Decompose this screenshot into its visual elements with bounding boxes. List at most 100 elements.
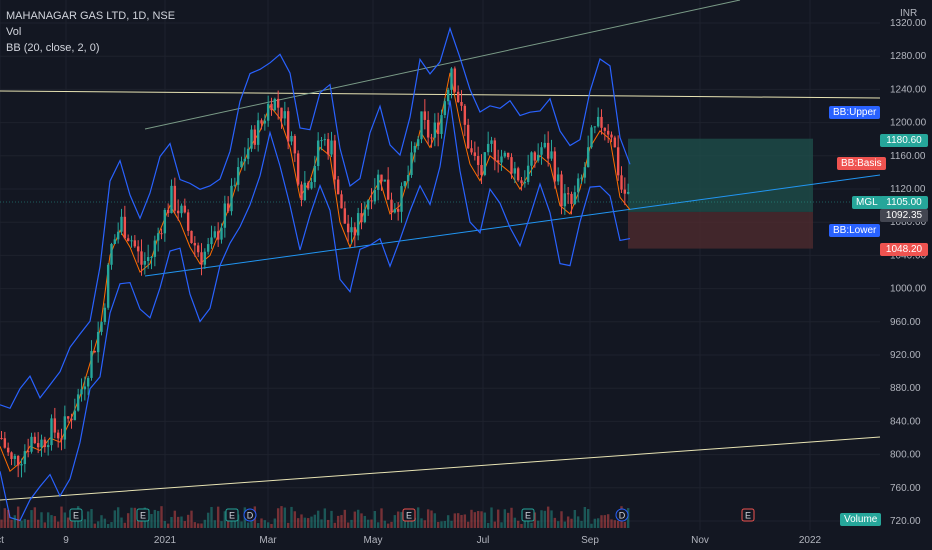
bb-lower-line bbox=[0, 100, 631, 522]
volume-bar bbox=[276, 508, 280, 528]
candle-body bbox=[293, 135, 297, 154]
volume-bar bbox=[306, 518, 310, 528]
candle-body bbox=[196, 245, 200, 253]
volume-bar bbox=[566, 516, 570, 528]
volume-bar bbox=[106, 523, 110, 528]
volume-bar bbox=[273, 518, 277, 528]
candle-body bbox=[140, 251, 143, 265]
volume-bar bbox=[476, 511, 480, 528]
candle-body bbox=[533, 152, 537, 161]
volume-bar bbox=[376, 522, 380, 528]
candle-body bbox=[290, 135, 293, 142]
candle-body bbox=[466, 124, 470, 149]
candle-body bbox=[33, 436, 37, 444]
candle-body bbox=[350, 227, 353, 233]
volume-bar bbox=[603, 515, 607, 528]
volume-bar bbox=[36, 519, 40, 528]
volume-bar bbox=[610, 519, 613, 528]
volume-bar bbox=[26, 519, 30, 528]
volume-bar bbox=[293, 511, 297, 528]
volume-bar bbox=[250, 519, 253, 528]
volume-bar bbox=[210, 506, 213, 528]
volume-bar bbox=[186, 514, 190, 528]
candle-body bbox=[220, 227, 223, 240]
volume-bar bbox=[96, 521, 100, 528]
volume-bar bbox=[616, 520, 620, 528]
volume-bar bbox=[130, 507, 133, 528]
volume-bar bbox=[283, 507, 287, 528]
candle-body bbox=[333, 140, 337, 180]
volume-bar bbox=[436, 521, 440, 528]
candle-body bbox=[10, 452, 13, 459]
volume-bar bbox=[390, 521, 393, 528]
candle-body bbox=[83, 386, 87, 390]
volume-bar bbox=[166, 523, 170, 528]
volume-bar bbox=[396, 511, 400, 528]
volume-bar bbox=[230, 517, 233, 528]
candle-body bbox=[146, 257, 150, 261]
y-tick-label: 720.00 bbox=[890, 516, 921, 527]
candle-body bbox=[610, 134, 613, 138]
volume-bar bbox=[520, 523, 523, 528]
y-tick-label: 800.00 bbox=[890, 450, 921, 461]
candle-body bbox=[570, 193, 573, 204]
candle-body bbox=[80, 389, 83, 395]
candle-body bbox=[173, 185, 177, 211]
volume-bar bbox=[216, 506, 220, 528]
candle-body bbox=[26, 451, 30, 453]
volume-bar bbox=[523, 516, 527, 528]
stop-zone bbox=[628, 211, 813, 249]
volume-bar bbox=[393, 515, 397, 528]
candle-body bbox=[283, 111, 287, 119]
volume-bar bbox=[530, 522, 533, 528]
volume-bar bbox=[90, 509, 93, 528]
volume-bar bbox=[223, 511, 227, 528]
volume-bar bbox=[50, 515, 53, 528]
candle-body bbox=[580, 177, 583, 179]
candle-body bbox=[450, 68, 453, 90]
bb-lower-tag: BB:Lower bbox=[829, 224, 881, 237]
candle-body bbox=[620, 175, 623, 190]
dividend-marker bbox=[615, 508, 629, 522]
volume-bar bbox=[140, 516, 143, 528]
volume-bar bbox=[536, 520, 540, 528]
volume-bar bbox=[296, 518, 300, 528]
y-tick-label: 1080.00 bbox=[890, 217, 927, 228]
candle-body bbox=[133, 240, 137, 247]
candle-body bbox=[390, 199, 393, 213]
volume-bar bbox=[323, 508, 327, 528]
candle-body bbox=[300, 184, 303, 201]
resistance-line bbox=[0, 90, 881, 99]
candle-body bbox=[313, 166, 317, 183]
volume-bar bbox=[360, 513, 363, 528]
y-tick-label: 920.00 bbox=[890, 350, 921, 361]
volume-bar bbox=[286, 522, 290, 528]
volume-bar bbox=[313, 514, 317, 528]
volume-bar bbox=[30, 510, 33, 528]
volume-bar bbox=[386, 523, 390, 528]
candle-body bbox=[126, 238, 130, 242]
candle-body bbox=[273, 98, 277, 111]
volume-bar bbox=[553, 517, 557, 528]
bb-basis-tag: BB:Basis bbox=[837, 157, 886, 170]
candle-body bbox=[123, 216, 127, 239]
candle-body bbox=[576, 178, 580, 193]
volume-bar bbox=[300, 514, 303, 528]
y-tick-label: 1120.00 bbox=[890, 184, 926, 195]
y-tick-label: 960.00 bbox=[890, 317, 921, 328]
x-tick-label: 2022 bbox=[799, 535, 822, 546]
candle-body bbox=[50, 418, 53, 446]
volume-bar bbox=[516, 520, 520, 528]
earnings-marker bbox=[136, 508, 150, 522]
candle-body bbox=[203, 251, 207, 265]
candle-body bbox=[616, 147, 620, 176]
candle-body bbox=[116, 231, 120, 240]
volume-bar bbox=[400, 512, 403, 528]
volume-bar bbox=[326, 519, 330, 528]
volume-bar bbox=[66, 517, 70, 528]
y-tick-label: 1320.00 bbox=[890, 18, 927, 29]
volume-bars bbox=[0, 506, 630, 528]
candle-body bbox=[226, 203, 230, 212]
